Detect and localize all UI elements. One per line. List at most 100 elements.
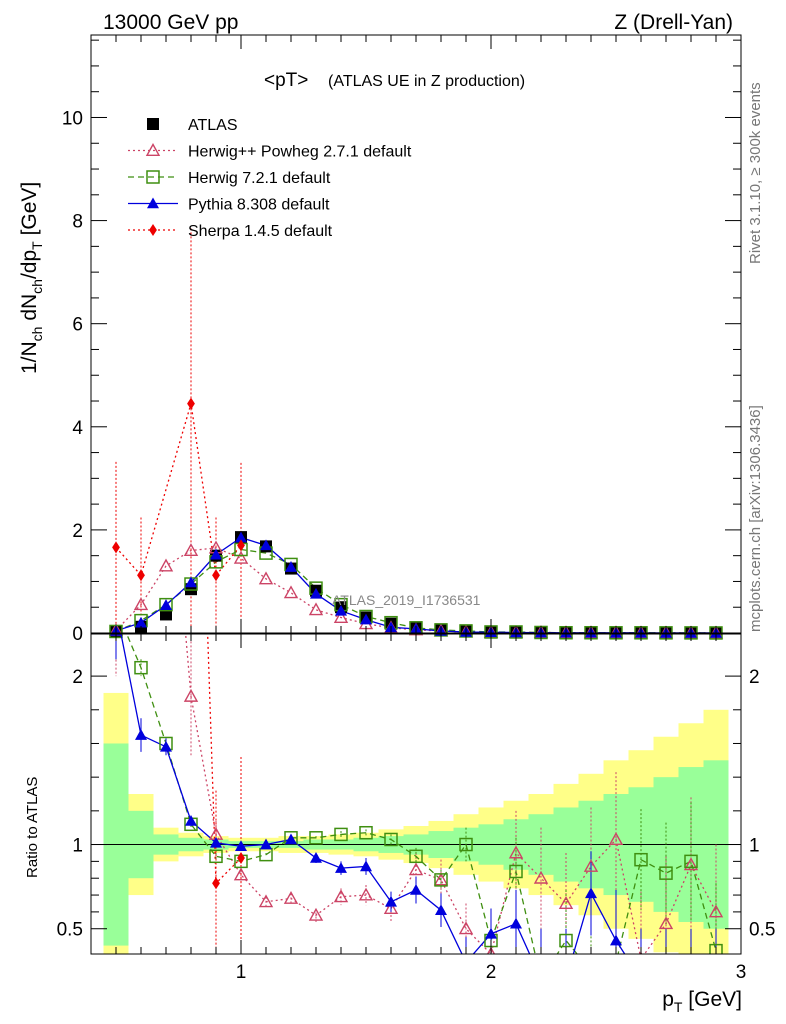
ratio-point-herwig7: [509, 864, 523, 879]
ratio-point-sherpa: [237, 852, 245, 864]
ratio-point-herwigpp: [160, 401, 172, 412]
legend-label-herwig7: Herwig 7.2.1 default: [188, 170, 331, 187]
ratio-point-herwig7: [585, 965, 597, 977]
main-point-pythia: [235, 531, 247, 543]
main-point-herwigpp: [183, 543, 199, 557]
legend-label-herwigpp: Herwig++ Powheg 2.7.1 default: [188, 144, 412, 161]
main-point-herwigpp: [233, 550, 249, 564]
ratio-point-pythia: [435, 904, 447, 916]
ratio-point-pythia: [660, 973, 672, 984]
main-ytick-label: 6: [72, 315, 83, 336]
ratio-point-herwig7: [110, 603, 122, 615]
main-point-herwigpp: [133, 597, 149, 611]
main-point-herwigpp: [258, 571, 274, 585]
ratio-point-pythia: [685, 973, 697, 984]
ratio-point-herwig7: [535, 973, 547, 985]
main-point-pythia: [310, 587, 322, 599]
ratio-xtick-label: 2: [486, 962, 497, 983]
ratio-ytick-label-right: 1: [749, 836, 760, 857]
main-y-label: 1/Nch dNch/dpT [GeV]: [18, 182, 45, 374]
ratio-point-pythia: [585, 887, 597, 899]
ratio-point-pythia: [360, 860, 372, 872]
header-left: 13000 GeV pp: [103, 11, 238, 34]
legend-marker-pythia: [147, 197, 159, 209]
ratio-point-herwig7: [409, 849, 423, 864]
ratio-point-herwigpp: [533, 870, 549, 884]
ratio-ytick-label-right: 2: [749, 667, 760, 688]
ratio-point-pythia: [560, 973, 572, 984]
ratio-point-herwigpp: [233, 867, 249, 881]
legend-marker-atlas: [147, 118, 159, 130]
main-point-pythia: [160, 599, 172, 610]
main-ticks: 0 2 4 6 8 10: [62, 35, 741, 645]
ratio-point-herwigpp: [408, 862, 424, 876]
ratio-point-pythia: [110, 603, 122, 614]
ratio-point-pythia: [260, 838, 272, 850]
main-point-herwigpp: [308, 602, 324, 616]
ratio-point-herwigpp: [283, 890, 299, 904]
chart-title-suffix: (ATLAS UE in Z production): [328, 73, 525, 90]
main-point-pythia: [185, 576, 197, 588]
ratio-point-pythia: [610, 934, 622, 946]
main-line-herwigpp: [115, 547, 717, 634]
legend-marker-herwigpp: [145, 143, 161, 157]
x-axis-label: pT [GeV]: [662, 988, 742, 1015]
ratio-point-herwigpp: [458, 921, 474, 935]
main-error-bars: [115, 228, 242, 633]
ratio-point-herwig7: [659, 866, 673, 880]
ratio-ytick-label: 0.5: [57, 920, 83, 941]
ratio-point-herwig7: [459, 837, 473, 852]
rivet-label: Rivet 3.1.10, ≥ 300k events: [747, 82, 764, 264]
ratio-point-herwigpp: [508, 845, 524, 859]
main-point-herwig7: [159, 597, 173, 612]
main-point-pythia: [260, 539, 272, 551]
ratio-point-sherpa: [212, 877, 220, 890]
ratio-point-herwigpp: [433, 872, 449, 886]
legend: ATLAS Herwig++ Powheg 2.7.1 default Herwig…: [128, 117, 412, 240]
main-point-pythia: [335, 604, 347, 616]
chart-title: <pT>: [264, 70, 308, 91]
mcplots-label: mcplots.cern.ch [arXiv:1306.3436]: [747, 405, 764, 632]
ratio-point-pythia: [385, 895, 397, 907]
ratio-point-herwig7: [634, 852, 648, 867]
ratio-point-pythia: [710, 973, 722, 984]
main-point-pythia: [135, 616, 147, 628]
ratio-markers: [110, 232, 724, 985]
ratio-xtick-label: 3: [736, 962, 747, 983]
main-point-herwigpp: [158, 558, 174, 572]
main-point-herwigpp: [333, 610, 349, 624]
main-point-sherpa: [112, 541, 120, 554]
main-point-herwigpp: [283, 585, 299, 599]
ratio-point-pythia: [635, 973, 647, 984]
ratio-panel: 0.5 0.5 1 1 2 2 1 2 3 Ratio to ATLAS pT [GeV]: [24, 232, 775, 1015]
main-line-sherpa: [115, 403, 242, 577]
ratio-point-herwig7: [309, 831, 323, 845]
ratio-point-herwigpp: [658, 916, 674, 930]
ratio-point-herwigpp: [333, 889, 349, 903]
ratio-point-pythia: [335, 862, 347, 873]
ratio-point-herwigpp: [608, 832, 624, 845]
main-line-pythia: [115, 536, 717, 634]
ratio-point-herwigpp: [708, 904, 724, 918]
ratio-point-herwigpp: [583, 858, 599, 872]
ratio-point-herwig7: [334, 827, 348, 842]
legend-marker-herwig7: [146, 170, 160, 184]
legend-marker-sherpa: [149, 224, 157, 236]
ratio-ytick-label: 2: [72, 667, 83, 688]
ratio-point-pythia: [135, 729, 147, 740]
ratio-point-herwigpp: [135, 232, 147, 243]
ratio-point-herwigpp: [383, 901, 399, 915]
ratio-point-pythia: [535, 973, 547, 984]
ratio-point-pythia: [185, 814, 197, 826]
ratio-point-herwig7: [134, 660, 148, 675]
ratio-ytick-label: 1: [72, 836, 83, 857]
ratio-point-herwigpp: [683, 857, 699, 871]
ratio-point-pythia: [460, 956, 472, 967]
main-point-sherpa: [212, 569, 220, 582]
ratio-point-herwigpp: [558, 896, 574, 909]
ratio-point-pythia: [510, 917, 522, 929]
ratio-point-pythia: [210, 836, 222, 848]
main-y-axis-label: 1/Nch dNch/dpT [GeV]: [18, 182, 45, 374]
